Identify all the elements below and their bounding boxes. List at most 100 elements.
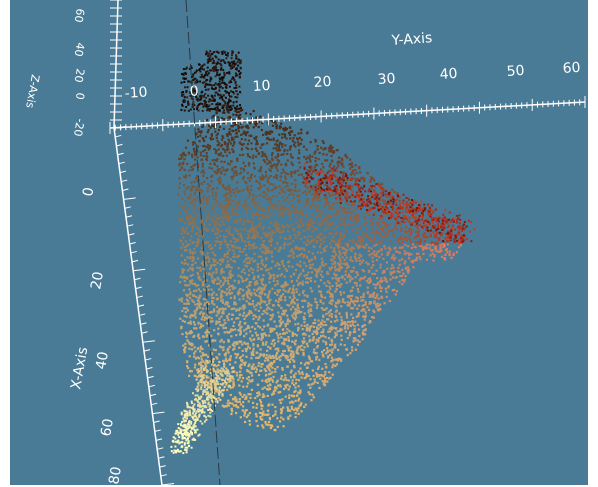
scatter-point	[231, 62, 234, 65]
scatter-point	[261, 278, 264, 281]
scatter-point	[261, 122, 264, 125]
scatter-point	[229, 62, 232, 65]
scatter-point	[410, 231, 413, 234]
scatter-point	[231, 144, 235, 147]
scatter-point	[192, 221, 195, 224]
scatter-point	[252, 231, 255, 234]
scatter-point	[273, 360, 276, 363]
scatter-point	[220, 346, 223, 349]
scatter-point	[273, 428, 276, 431]
scatter-point	[211, 216, 214, 220]
scatter-point	[212, 291, 215, 294]
scatter-point	[191, 252, 194, 256]
scatter-point	[220, 67, 223, 70]
scatter-point	[265, 193, 268, 196]
scatter-point	[325, 153, 328, 156]
scatter-point	[252, 234, 255, 238]
scatter-point	[280, 188, 283, 192]
scatter-point	[266, 251, 269, 254]
scatter-point	[198, 230, 202, 233]
scatter-point	[328, 165, 331, 168]
scatter-point	[201, 315, 204, 318]
scatter-point	[422, 224, 425, 227]
scatter-point	[277, 349, 280, 352]
scatter-point	[283, 148, 286, 151]
scatter-point	[186, 96, 189, 99]
scatter-point	[256, 302, 259, 305]
scatter-point	[217, 312, 220, 315]
scatter-point	[299, 260, 302, 263]
scatter-point	[199, 290, 202, 293]
scatter-point	[263, 195, 266, 198]
scatter-point	[315, 206, 318, 209]
scatter-point	[315, 356, 319, 359]
scatter-point	[393, 270, 396, 273]
scatter-point	[386, 214, 389, 217]
scatter-point	[450, 256, 453, 259]
scatter-point	[214, 130, 217, 133]
scatter-point	[189, 214, 192, 217]
scatter-point	[235, 334, 238, 337]
scatter-point	[192, 241, 195, 244]
scatter-point	[411, 229, 414, 232]
scatter-point	[215, 314, 218, 317]
scatter-3d-plot[interactable]: Y-Axis-10 0 10 20 30 40 50 60X-Axis020406080Z-A…	[10, 0, 588, 485]
scatter-point	[233, 121, 237, 124]
scatter-point	[247, 233, 250, 236]
scatter-point	[189, 274, 192, 277]
scatter-point	[299, 272, 302, 275]
scatter-point	[260, 268, 263, 271]
scatter-point	[216, 69, 219, 72]
scatter-point	[268, 208, 271, 211]
scatter-point	[229, 272, 232, 275]
scatter-point	[267, 420, 271, 424]
scatter-point	[185, 106, 188, 108]
scatter-point	[272, 390, 275, 393]
scatter-point	[349, 167, 352, 170]
scatter-point	[226, 168, 229, 171]
scatter-point	[394, 226, 397, 229]
scatter-point	[434, 234, 437, 237]
scatter-point	[224, 121, 227, 124]
scatter-point	[380, 277, 383, 280]
scatter-point	[195, 289, 198, 292]
scatter-point	[199, 214, 202, 217]
scatter-point	[336, 201, 339, 204]
scatter-point	[210, 273, 213, 277]
scatter-point	[183, 229, 186, 232]
scatter-point	[239, 59, 242, 62]
scatter-point	[292, 401, 295, 404]
scatter-point	[317, 367, 320, 370]
scatter-point	[272, 392, 275, 395]
scatter-point	[192, 198, 195, 202]
scatter-point	[262, 152, 265, 155]
scatter-point	[207, 245, 211, 248]
scatter-point	[341, 208, 344, 211]
scatter-point	[369, 180, 372, 183]
scatter-point	[342, 174, 345, 177]
scatter-point	[327, 337, 330, 340]
scatter-point	[227, 351, 230, 354]
scatter-point	[300, 252, 303, 255]
scatter-point	[181, 103, 184, 106]
scatter-point	[256, 142, 259, 145]
scatter-point	[308, 329, 311, 332]
scatter-point	[186, 139, 189, 142]
scatter-point	[186, 365, 189, 368]
scatter-point	[251, 257, 254, 260]
scatter-point	[335, 358, 338, 361]
scatter-point	[287, 265, 291, 268]
scatter-point	[355, 220, 358, 223]
scatter-point	[283, 150, 286, 153]
scatter-point	[340, 198, 343, 202]
scatter-point	[291, 340, 294, 343]
scatter-point	[318, 151, 321, 155]
scatter-point	[386, 196, 389, 199]
scatter-point	[373, 291, 376, 294]
scatter-point	[319, 191, 322, 194]
scatter-point	[284, 172, 288, 175]
scatter-point	[379, 234, 382, 237]
scatter-point	[237, 130, 240, 133]
scatter-point	[276, 274, 279, 277]
